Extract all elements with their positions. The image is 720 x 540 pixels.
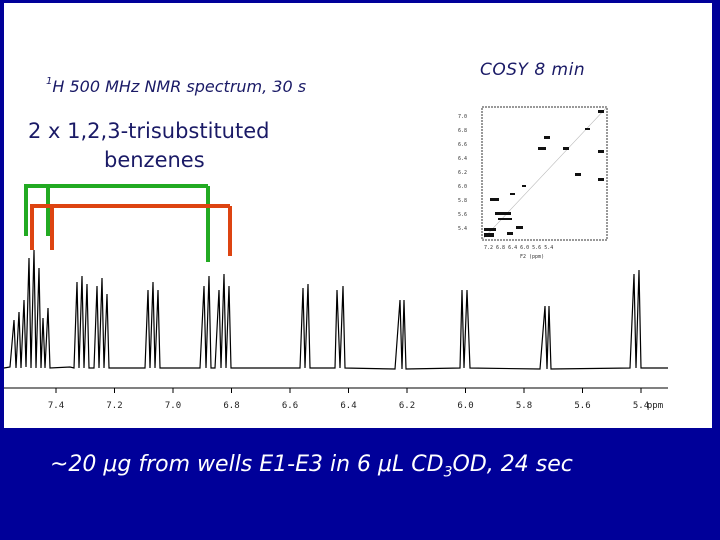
svg-text:7.0: 7.0 <box>458 114 467 120</box>
svg-text:6.6: 6.6 <box>458 142 467 148</box>
svg-text:F2 (ppm): F2 (ppm) <box>520 254 544 260</box>
ppm-tick-label: 5.4 <box>633 401 649 411</box>
ppm-tick-label: 6.6 <box>282 401 298 411</box>
ppm-unit-label: ppm <box>647 401 663 411</box>
svg-text:6.0: 6.0 <box>458 184 467 190</box>
ppm-tick-label: 6.2 <box>399 401 415 411</box>
ppm-tick-label: 5.8 <box>516 401 532 411</box>
red-bracket <box>30 204 232 256</box>
cosy-inset: 7.0 6.8 6.6 6.4 6.2 6.0 5.8 5.6 5.4 7.2 … <box>458 106 608 260</box>
nmr-spectrum-title: 1H 500 MHz NMR spectrum, 30 s <box>46 75 307 96</box>
ppm-tick-label: 6.0 <box>457 401 473 411</box>
ppm-tick-label: 7.0 <box>165 401 181 411</box>
svg-text:5.4: 5.4 <box>458 226 467 232</box>
ppm-tick-label: 7.2 <box>106 401 122 411</box>
sample-caption: ~20 μg from wells E1-E3 in 6 μL CD3OD, 2… <box>50 452 573 481</box>
svg-text:5.8: 5.8 <box>458 198 467 204</box>
slide-panel <box>4 3 712 428</box>
svg-text:6.4: 6.4 <box>458 156 467 162</box>
ppm-tick-label: 7.4 <box>48 401 64 411</box>
svg-text:6.2: 6.2 <box>458 170 467 176</box>
svg-text:7.2 6.8 6.4 6.0 5.6 5.4: 7.2 6.8 6.4 6.0 5.6 5.4 <box>484 245 553 251</box>
green-bracket <box>24 184 210 262</box>
nmr-spectrum-trace <box>3 249 668 370</box>
ppm-tick-label: 6.4 <box>340 401 356 411</box>
benzene-label-line2: benzenes <box>104 148 205 172</box>
svg-text:6.8: 6.8 <box>458 128 467 134</box>
ppm-tick-label: 6.8 <box>223 401 239 411</box>
benzene-label-line1: 2 x 1,2,3-trisubstituted <box>28 119 270 143</box>
cosy-title: COSY 8 min <box>480 60 586 80</box>
ppm-tick-label: 5.6 <box>574 401 590 411</box>
svg-text:5.6: 5.6 <box>458 212 467 218</box>
